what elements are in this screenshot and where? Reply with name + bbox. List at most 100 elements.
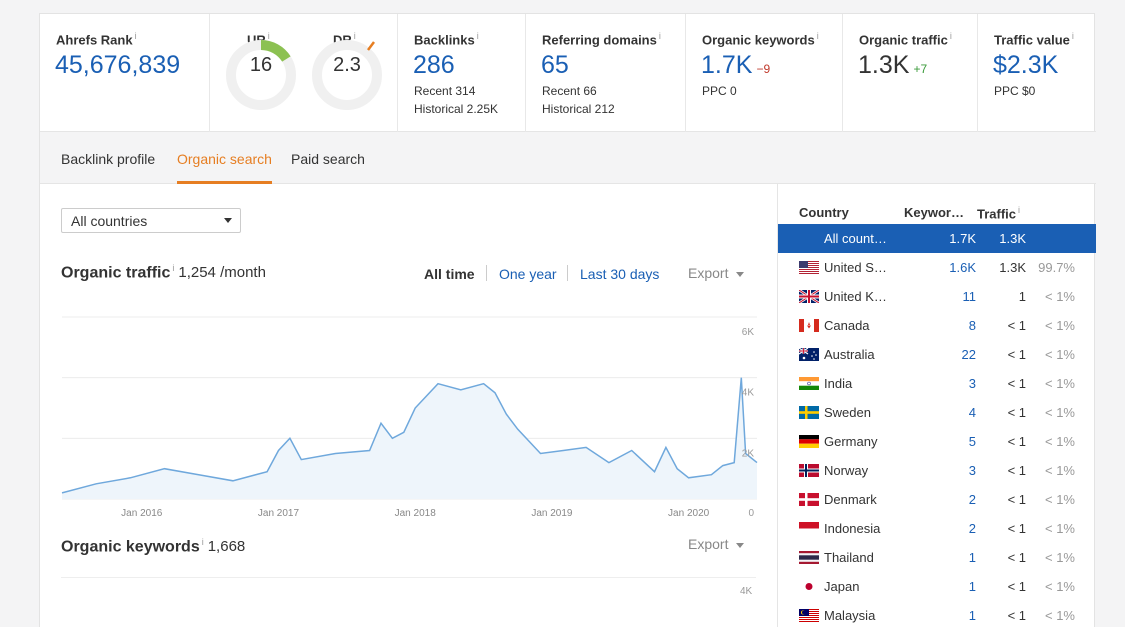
- country-row[interactable]: Norway 3 < 1 < 1%: [778, 456, 1096, 485]
- section-title-text: Organic traffic: [61, 264, 171, 282]
- uk-flag-icon: [798, 288, 820, 305]
- range-one-year[interactable]: One year: [499, 266, 557, 282]
- info-icon[interactable]: i: [1018, 205, 1021, 215]
- country-keywords[interactable]: 5: [968, 434, 976, 449]
- range-all-time[interactable]: All time: [424, 266, 475, 282]
- in-flag-icon: [799, 377, 819, 390]
- country-select[interactable]: All countries: [61, 208, 241, 233]
- country-keywords[interactable]: 1.7K: [949, 231, 976, 246]
- country-row[interactable]: United K… 11 1 < 1%: [778, 282, 1096, 311]
- metric-traffic-value: Traffic value i $2.3K PPC $0: [978, 14, 1096, 132]
- country-name: Sweden: [824, 405, 871, 420]
- col-header-traffic[interactable]: Traffic i: [977, 205, 1020, 221]
- dr-gauge: [312, 40, 382, 110]
- country-name: India: [824, 376, 853, 391]
- col-header-keywords[interactable]: Keywor…: [904, 205, 964, 220]
- col-header-country[interactable]: Country: [799, 205, 849, 220]
- country-keywords[interactable]: 4: [968, 405, 976, 420]
- info-icon[interactable]: i: [658, 31, 661, 41]
- id-flag-icon: [799, 522, 819, 535]
- info-icon[interactable]: i: [476, 31, 479, 41]
- backlinks-recent: Recent 314: [414, 84, 476, 98]
- jp-flag-icon: [799, 580, 819, 593]
- country-row[interactable]: Denmark 2 < 1 < 1%: [778, 485, 1096, 514]
- tab-backlink-profile[interactable]: Backlink profile: [61, 151, 156, 167]
- country-name: Thailand: [824, 550, 874, 565]
- metric-label: Backlinks: [414, 32, 475, 48]
- country-name: Malaysia: [824, 608, 876, 623]
- metric-referring-domains: Referring domains i 65 Recent 66 Historic…: [526, 14, 686, 132]
- country-traffic-share: < 1%: [1045, 318, 1075, 333]
- country-row[interactable]: Japan 1 < 1 < 1%: [778, 572, 1096, 601]
- export-traffic-button[interactable]: Export: [688, 265, 745, 281]
- metric-ur-dr: UR i 16 DR i 2.3: [210, 14, 398, 132]
- organic-traffic-monthly: 1,254 /month: [178, 264, 266, 282]
- country-row[interactable]: Indonesia 2 < 1 < 1%: [778, 514, 1096, 543]
- info-icon[interactable]: i: [172, 263, 175, 273]
- no-flag-icon: [799, 464, 819, 477]
- country-name: Germany: [824, 434, 878, 449]
- info-icon[interactable]: i: [353, 31, 356, 41]
- country-row[interactable]: Thailand 1 < 1 < 1%: [778, 543, 1096, 572]
- country-keywords[interactable]: 1.6K: [949, 260, 976, 275]
- organic-keywords-value[interactable]: 1.7K: [701, 51, 753, 79]
- organic-keywords-count: 1,668: [207, 538, 246, 556]
- organic-keywords-delta: −9: [756, 62, 771, 76]
- country-keywords[interactable]: 3: [968, 463, 976, 478]
- country-keywords[interactable]: 2: [968, 521, 976, 536]
- info-icon[interactable]: i: [267, 31, 270, 41]
- country-keywords[interactable]: 1: [968, 550, 976, 565]
- referring-domains-value[interactable]: 65: [541, 51, 569, 79]
- range-last-30-days[interactable]: Last 30 days: [580, 266, 660, 282]
- country-keywords[interactable]: 8: [968, 318, 976, 333]
- organic-traffic-delta: +7: [913, 62, 928, 76]
- tab-organic-search[interactable]: Organic search: [177, 151, 272, 167]
- country-keywords[interactable]: 11: [962, 289, 977, 304]
- metrics-bar: Ahrefs Rank i 45,676,839 UR i 16 DR i 2.3 B…: [40, 14, 1096, 132]
- info-icon[interactable]: i: [949, 31, 952, 41]
- country-row[interactable]: India 3 < 1 < 1%: [778, 369, 1096, 398]
- country-traffic-share: < 1%: [1045, 376, 1075, 391]
- backlinks-historical: Historical 2.25K: [414, 102, 499, 116]
- country-keywords[interactable]: 1: [968, 608, 976, 623]
- active-tab-indicator: [177, 181, 272, 184]
- country-row[interactable]: Australia 22 < 1 < 1%: [778, 340, 1096, 369]
- tab-paid-search[interactable]: Paid search: [291, 151, 365, 167]
- organic-traffic-chart: Jan 2016 Jan 2017 Jan 2018 Jan 2019 Jan 2020…: [61, 316, 758, 519]
- y-tick-label: 0: [748, 508, 754, 519]
- de-flag-icon: [799, 435, 819, 448]
- organic-traffic-value: 1.3K: [858, 51, 910, 79]
- country-traffic-share: < 1%: [1045, 550, 1075, 565]
- dk-flag-icon: [799, 493, 819, 506]
- country-row[interactable]: Sweden 4 < 1 < 1%: [778, 398, 1096, 427]
- country-traffic-share: < 1%: [1045, 289, 1075, 304]
- country-row[interactable]: United S… 1.6K 1.3K 99.7%: [778, 253, 1096, 282]
- info-icon[interactable]: i: [201, 537, 204, 547]
- backlinks-value[interactable]: 286: [413, 51, 455, 79]
- ca-flag-icon: [799, 319, 819, 332]
- info-icon[interactable]: i: [816, 31, 819, 41]
- country-row[interactable]: Malaysia 1 < 1 < 1%: [778, 601, 1096, 627]
- info-icon[interactable]: i: [134, 31, 137, 41]
- ahrefs-rank-value: 45,676,839: [55, 51, 181, 79]
- country-traffic: < 1: [1007, 550, 1026, 565]
- country-keywords[interactable]: 22: [961, 347, 976, 362]
- export-label: Export: [688, 265, 729, 281]
- au-flag-icon: [798, 347, 819, 361]
- country-keywords[interactable]: 2: [968, 492, 976, 507]
- chevron-down-icon: [736, 271, 745, 277]
- export-keywords-button[interactable]: Export: [688, 536, 745, 552]
- country-row[interactable]: Canada 8 < 1 < 1%: [778, 311, 1096, 340]
- country-row[interactable]: All count… 1.7K 1.3K: [778, 224, 1096, 253]
- country-keywords[interactable]: 1: [968, 579, 976, 594]
- country-traffic: < 1: [1007, 405, 1026, 420]
- metric-organic-traffic: Organic traffic i 1.3K +7: [843, 14, 978, 132]
- country-traffic-share: < 1%: [1045, 347, 1075, 362]
- info-icon[interactable]: i: [1071, 31, 1074, 41]
- country-keywords[interactable]: 3: [968, 376, 976, 391]
- metric-label: Traffic value: [994, 32, 1070, 48]
- metric-label: Organic traffic: [859, 32, 948, 48]
- country-traffic-share: < 1%: [1045, 579, 1075, 594]
- country-name: United K…: [824, 289, 887, 304]
- country-row[interactable]: Germany 5 < 1 < 1%: [778, 427, 1096, 456]
